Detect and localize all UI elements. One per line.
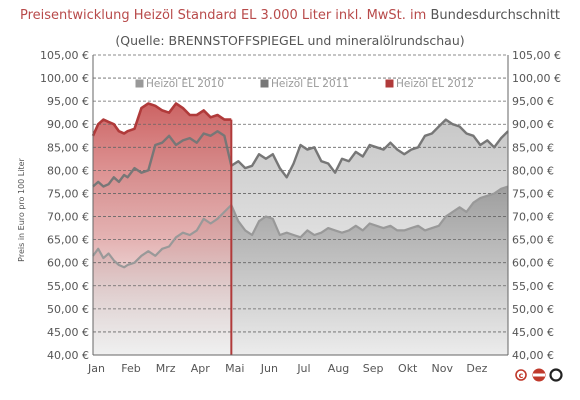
y-tick-label-right: 105,00 €	[512, 49, 561, 62]
x-tick-label: Jul	[296, 362, 310, 375]
y-tick-label-left: 50,00 €	[47, 303, 89, 316]
y-tick-label-right: 90,00 €	[512, 118, 554, 131]
x-tick-label: Aug	[328, 362, 349, 375]
svg-text:c: c	[519, 371, 524, 380]
y-tick-label-left: 105,00 €	[40, 49, 89, 62]
x-tick-label: Okt	[398, 362, 418, 375]
y-tick-label-left: 75,00 €	[47, 187, 89, 200]
copyright-ezo-logo-icon: c	[515, 368, 563, 382]
series-areas	[93, 103, 508, 355]
legend: Heizöl EL 2010 Heizöl EL 2011 Heizöl EL 20…	[134, 78, 474, 90]
y-tick-label-right: 85,00 €	[512, 141, 554, 154]
legend-swatch	[384, 78, 395, 89]
series-line-0	[92, 185, 509, 269]
y-tick-label-left: 80,00 €	[47, 164, 89, 177]
chart-title-main: Preisentwicklung Heizöl Standard EL 3.00…	[19, 8, 427, 23]
y-tick-label-left: 90,00 €	[47, 118, 89, 131]
x-tick-label: Sep	[363, 362, 384, 375]
y-tick-label-left: 95,00 €	[47, 95, 89, 108]
x-tick-label: Mrz	[156, 362, 176, 375]
gridlines	[93, 54, 508, 333]
legend-entry: Heizöl EL 2010	[146, 78, 224, 90]
series-line-1	[92, 118, 509, 188]
x-tick-label: Mai	[225, 362, 244, 375]
y-tick-label-left: 100,00 €	[40, 72, 89, 85]
legend-swatch	[259, 78, 270, 89]
legend-entry: Heizöl EL 2011	[271, 78, 349, 90]
x-tick-label: Dez	[466, 362, 487, 375]
y-tick-label-right: 70,00 €	[512, 211, 554, 224]
y-tick-label-right: 95,00 €	[512, 95, 554, 108]
y-tick-label-left: 70,00 €	[47, 211, 89, 224]
legend-swatch	[134, 78, 145, 89]
y-tick-label-left: 45,00 €	[47, 326, 89, 339]
y-tick-label-left: 40,00 €	[47, 349, 89, 362]
chart-title-region: Bundesdurchschnitt	[430, 8, 561, 23]
x-tick-label: Feb	[121, 362, 140, 375]
axes: 40,00 € 40,00 € 45,00 € 45,00 € 50,00 € 50,00…	[40, 49, 561, 375]
y-tick-label-right: 75,00 €	[512, 187, 554, 200]
y-axis-label: Preis in Euro pro 100 Liter	[17, 157, 26, 261]
y-tick-label-right: 60,00 €	[512, 257, 554, 270]
x-tick-label: Apr	[191, 362, 211, 375]
y-tick-label-right: 45,00 €	[512, 326, 554, 339]
series-line-2	[91, 102, 232, 137]
y-tick-label-right: 40,00 €	[512, 349, 554, 362]
y-tick-label-right: 50,00 €	[512, 303, 554, 316]
chart-subtitle: (Quelle: BRENNSTOFFSPIEGEL und mineralöl…	[115, 33, 465, 48]
y-tick-label-right: 100,00 €	[512, 72, 561, 85]
series-area-2	[93, 103, 232, 355]
legend-entry: Heizöl EL 2012	[396, 78, 474, 90]
x-tick-label: Jun	[260, 362, 278, 375]
y-tick-label-right: 80,00 €	[512, 164, 554, 177]
y-tick-label-right: 65,00 €	[512, 234, 554, 247]
y-tick-label-left: 60,00 €	[47, 257, 89, 270]
x-tick-label: Jan	[87, 362, 105, 375]
chart-title: Preisentwicklung Heizöl Standard EL 3.00…	[0, 8, 580, 23]
y-tick-label-right: 55,00 €	[512, 280, 554, 293]
series-lines	[91, 102, 509, 355]
y-tick-label-left: 65,00 €	[47, 234, 89, 247]
y-tick-label-left: 55,00 €	[47, 280, 89, 293]
x-tick-label: Nov	[432, 362, 454, 375]
y-tick-label-left: 85,00 €	[47, 141, 89, 154]
